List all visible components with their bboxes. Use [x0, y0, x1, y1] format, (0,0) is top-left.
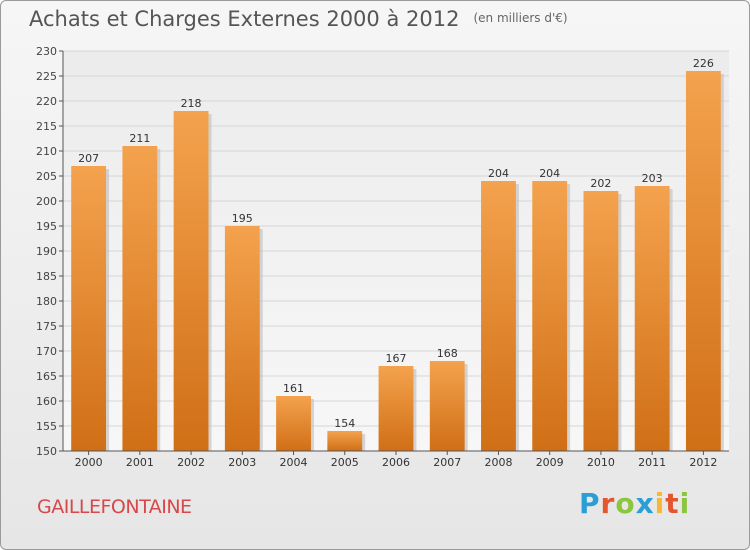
bar-2003 — [224, 226, 260, 451]
x-tick-label-2000: 2000 — [75, 456, 103, 469]
data-label-2011: 203 — [642, 172, 663, 185]
data-label-2005: 154 — [334, 417, 355, 430]
y-tick-label: 190 — [36, 245, 57, 258]
logo-letter: x — [635, 487, 655, 520]
logo-letter: P — [579, 487, 601, 520]
bar-2001 — [122, 146, 158, 451]
y-tick-label: 160 — [36, 395, 57, 408]
y-tick-label: 220 — [36, 95, 57, 108]
y-tick-label: 195 — [36, 220, 57, 233]
logo-letter: t — [665, 487, 680, 520]
bar-2008 — [481, 181, 516, 451]
bar-2010 — [583, 191, 619, 451]
logo-letter: o — [615, 487, 636, 520]
logo-letter: i — [654, 487, 666, 520]
y-tick-label: 230 — [36, 45, 57, 58]
bar-2006 — [378, 366, 414, 451]
y-tick-label: 185 — [36, 270, 57, 283]
x-tick-label-2012: 2012 — [689, 456, 717, 469]
data-label-2010: 202 — [590, 177, 611, 190]
x-tick-label-2004: 2004 — [280, 456, 308, 469]
y-tick-label: 215 — [36, 120, 57, 133]
y-tick-label: 155 — [36, 420, 57, 433]
chart-title: Achats et Charges Externes 2000 à 2012 (e… — [29, 7, 568, 31]
data-label-2009: 204 — [539, 167, 560, 180]
data-label-2000: 207 — [78, 152, 99, 165]
bar-2009 — [532, 181, 568, 451]
bar-2004 — [276, 396, 311, 451]
x-tick-label-2003: 2003 — [228, 456, 256, 469]
data-label-2003: 195 — [232, 212, 253, 225]
x-tick-label-2006: 2006 — [382, 456, 410, 469]
x-tick-label-2001: 2001 — [126, 456, 154, 469]
data-label-2006: 167 — [386, 352, 407, 365]
data-label-2007: 168 — [437, 347, 458, 360]
y-tick-label: 170 — [36, 345, 57, 358]
x-tick-label-2005: 2005 — [331, 456, 359, 469]
x-tick-label-2011: 2011 — [638, 456, 666, 469]
data-label-2012: 226 — [693, 57, 714, 70]
bar-2011 — [634, 186, 670, 451]
data-label-2004: 161 — [283, 382, 304, 395]
city-name: GAILLEFONTAINE — [37, 496, 192, 518]
bar-2005 — [327, 431, 363, 451]
bar-2002 — [173, 111, 209, 451]
x-axis: 2000 2001 2002 2003 2004 2005 2006 2007 2008 2009… — [63, 450, 729, 469]
y-tick-label: 150 — [36, 445, 57, 458]
bars: 207 211 218 195 161 154 167 168 204 204 202 203 226 — [71, 57, 724, 451]
logo-letter: i — [679, 487, 691, 520]
title-unit: (en milliers d'€) — [473, 11, 568, 25]
x-tick-label-2009: 2009 — [536, 456, 564, 469]
y-tick-label: 200 — [36, 195, 57, 208]
logo-letter: r — [600, 487, 616, 520]
title-text: Achats et Charges Externes 2000 à 2012 — [29, 7, 460, 31]
bar-2012 — [685, 71, 721, 451]
x-tick-label-2007: 2007 — [433, 456, 461, 469]
bar-2000 — [71, 166, 107, 451]
y-tick-label: 210 — [36, 145, 57, 158]
y-tick-label: 205 — [36, 170, 57, 183]
x-tick-label-2002: 2002 — [177, 456, 205, 469]
x-tick-label-2008: 2008 — [484, 456, 512, 469]
y-tick-label: 175 — [36, 320, 57, 333]
data-label-2008: 204 — [488, 167, 509, 180]
data-label-2001: 211 — [129, 132, 150, 145]
proxiti-logo: Proxiti — [579, 487, 690, 520]
y-tick-label: 225 — [36, 70, 57, 83]
bar-2007 — [429, 361, 465, 451]
y-tick-label: 165 — [36, 370, 57, 383]
y-tick-label: 180 — [36, 295, 57, 308]
x-tick-label-2010: 2010 — [587, 456, 615, 469]
y-axis: 150 155 160 165 170 175 180 185 190 195 200 205 210 2… — [36, 45, 64, 458]
data-label-2002: 218 — [181, 97, 202, 110]
